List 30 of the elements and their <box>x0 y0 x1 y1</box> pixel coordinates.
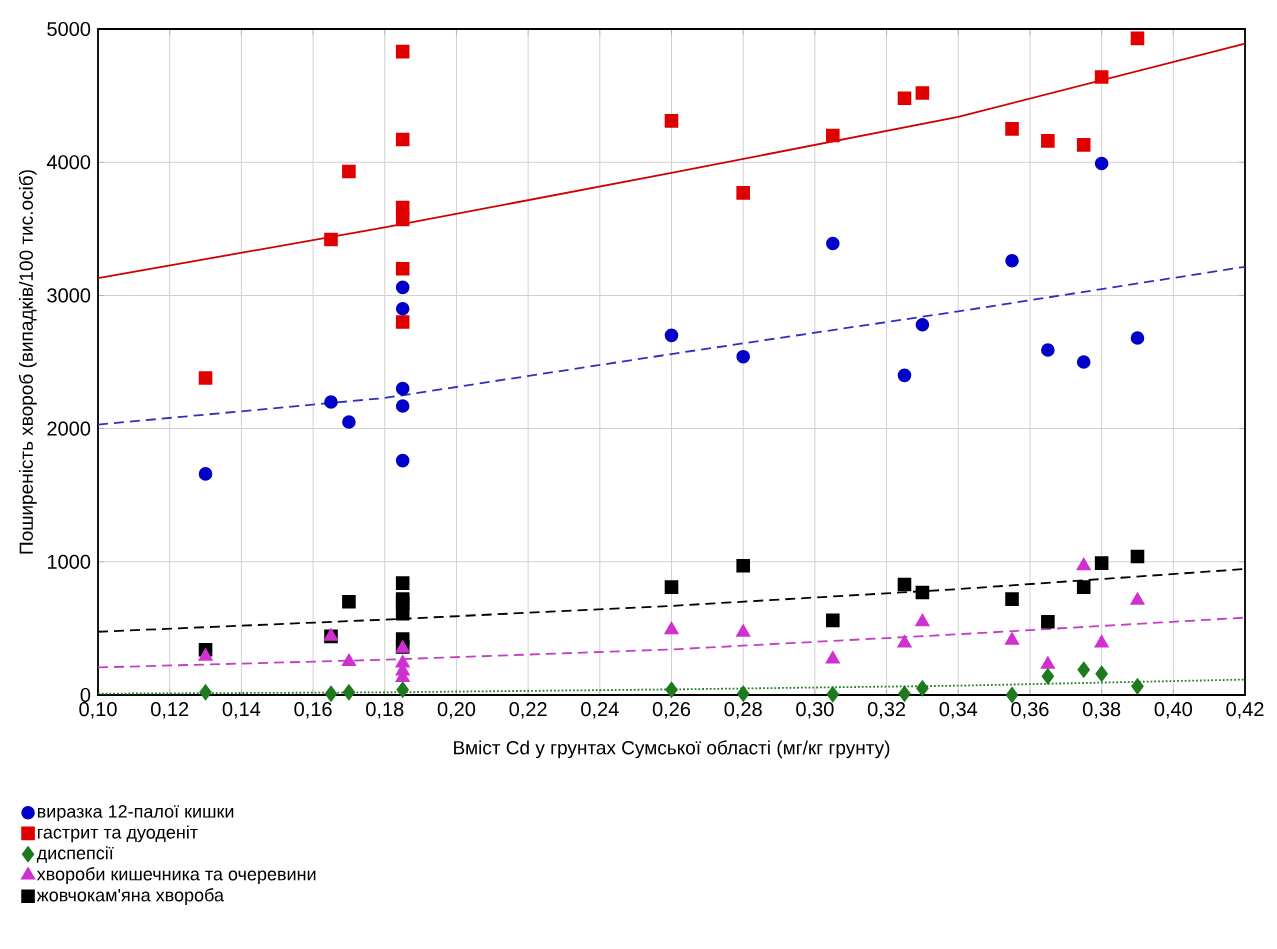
legend-label: жовчокам'яна хвороба <box>36 888 224 906</box>
x-tick-label: 0,20 <box>437 702 476 719</box>
y-tick-label: 4000 <box>46 155 91 170</box>
x-tick-label: 0,24 <box>581 702 619 719</box>
x-axis-title: Вміст Cd у грунтах Сумської області (мг/кг грунту) <box>454 740 890 759</box>
legend-label: диспепсії <box>36 846 114 863</box>
x-tick-label: 0,14 <box>222 702 261 719</box>
x-tick-label: 0,32 <box>867 702 906 719</box>
legend-label: виразка 12-палої кишки <box>37 805 234 822</box>
legend-label: гастрит та дуоденіт <box>37 825 198 843</box>
legend-label: хвороби кишечника та очеревини <box>36 867 316 885</box>
y-tick-label: 0 <box>80 687 91 703</box>
x-tick-label: 0,42 <box>1226 702 1264 719</box>
x-tick-label: 0,12 <box>151 702 189 719</box>
x-tick-label: 0,26 <box>652 702 691 719</box>
y-tick-label: 2000 <box>47 421 91 436</box>
y-tick-label: 3000 <box>47 288 91 303</box>
y-axis-title: Поширеність хвороб (випадків/100 тис.осіб) <box>18 170 37 554</box>
x-tick-label: 0,16 <box>294 702 332 719</box>
x-tick-label: 0,36 <box>1011 702 1049 719</box>
x-tick-label: 0,28 <box>724 702 762 719</box>
x-tick-label: 0,34 <box>939 702 978 719</box>
x-tick-label: 0,10 <box>79 702 117 719</box>
x-tick-label: 0,22 <box>509 702 547 719</box>
x-tick-label: 0,38 <box>1082 702 1121 719</box>
x-tick-label: 0,40 <box>1154 702 1193 719</box>
y-tick-label: 5000 <box>47 21 91 37</box>
x-tick-label: 0,18 <box>366 702 404 719</box>
y-tick-label: 1000 <box>47 554 91 569</box>
x-tick-label: 0,30 <box>796 702 834 719</box>
